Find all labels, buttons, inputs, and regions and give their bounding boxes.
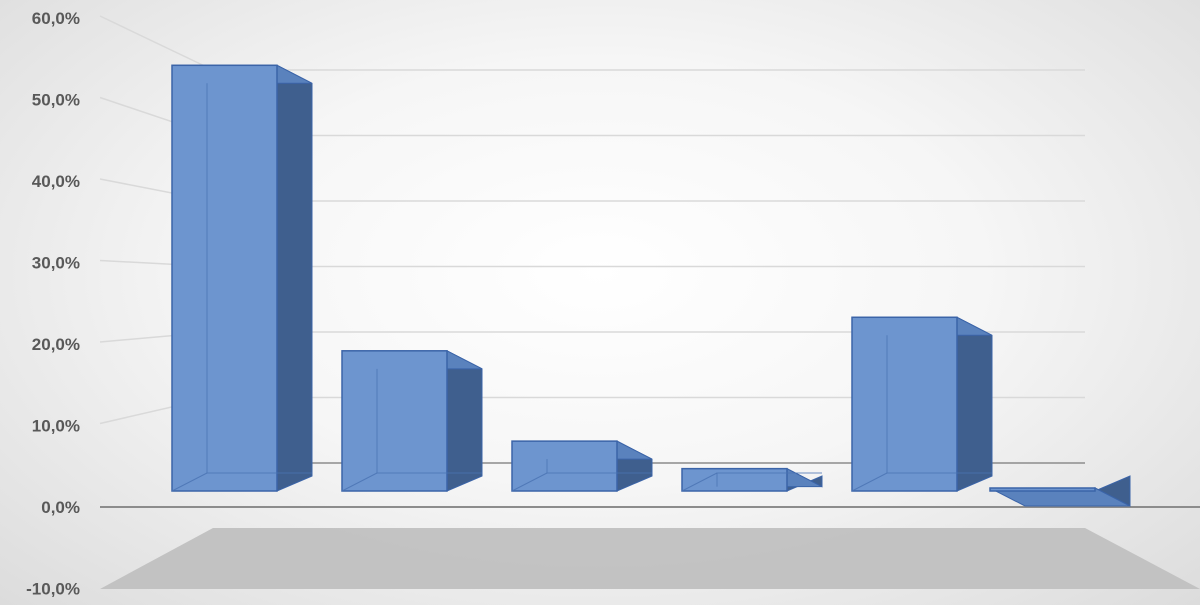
y-tick-label: 10,0% [32,417,80,436]
chart-floor [100,528,1200,589]
y-tick-label: 60,0% [32,9,80,28]
y-tick-label: -10,0% [26,580,80,599]
bar [171,64,313,492]
y-tick-label: 40,0% [32,172,80,191]
bar-side-face [956,316,993,492]
bar-front-face [341,350,448,492]
bar [511,440,653,492]
bar [851,316,993,492]
bar-inner-edge [171,472,208,492]
bar-front-face [511,440,618,492]
bar [989,475,1131,507]
bar-front-face [989,487,1096,492]
bar-side-face [446,350,483,492]
bar-side-face [276,64,313,492]
bar-front-face [171,64,278,492]
y-tick-label: 50,0% [32,91,80,110]
bar-inner-edge [511,472,548,492]
bar-front-face [681,467,788,492]
bar [341,350,483,492]
y-tick-label: 30,0% [32,254,80,273]
y-tick-label: 0,0% [41,498,80,517]
bar-inner-edge [341,472,378,492]
bar [681,467,823,492]
y-axis-tick-labels: 60,0% 50,0% 40,0% 30,0% 20,0% 10,0% 0,0% -10,0% [26,9,80,599]
bars [171,64,1131,507]
bar-front-face [851,316,958,492]
bar-inner-edge [851,472,888,492]
bar-inner-edge [681,472,718,492]
gridline [99,15,214,71]
y-tick-label: 20,0% [32,335,80,354]
